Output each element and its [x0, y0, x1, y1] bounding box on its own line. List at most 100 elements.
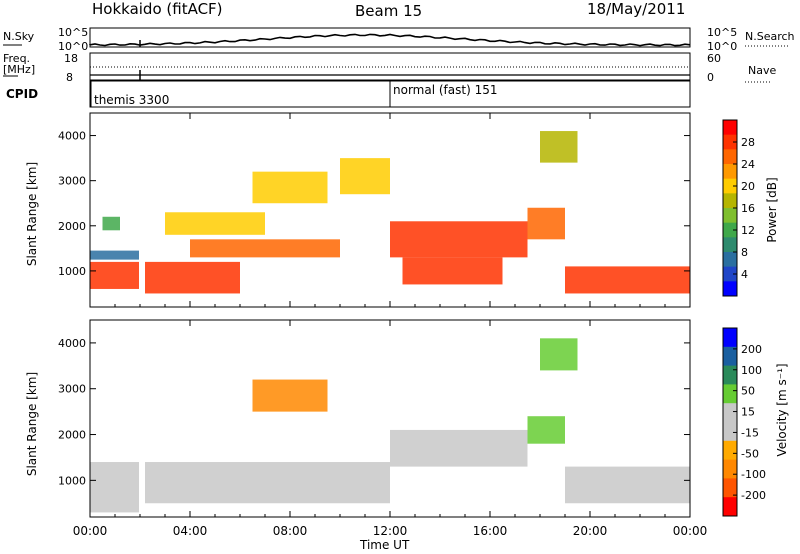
data-band [252, 379, 328, 412]
data-band [540, 338, 578, 371]
colorbar-tick-label: 200 [741, 343, 762, 356]
data-band [565, 266, 690, 294]
colorbar-swatch [723, 422, 737, 442]
x-tick-label: 08:00 [273, 524, 308, 538]
x-tick-label: 12:00 [373, 524, 408, 538]
data-band [565, 466, 690, 504]
cpid-label: CPID [6, 87, 39, 101]
nsky-box [89, 27, 691, 48]
data-band [540, 131, 578, 163]
x-tick-label: 16:00 [473, 524, 508, 538]
data-band [90, 462, 140, 513]
y-tick-label: 4000 [58, 337, 86, 350]
cpid-mode-2: normal (fast) 151 [393, 83, 498, 97]
data-band [102, 216, 120, 231]
colorbar-swatch [723, 478, 737, 498]
power-colorbar-label: Power [dB] [765, 177, 779, 243]
freq-label: Freq. [3, 52, 31, 65]
colorbar-swatch [723, 365, 737, 385]
nsearch-label: N.Search [745, 30, 795, 43]
data-band [252, 171, 328, 204]
colorbar-swatch [723, 252, 737, 268]
y-tick-label: 4000 [58, 130, 86, 143]
data-band [390, 221, 528, 258]
colorbar-tick-label: -15 [741, 426, 759, 439]
y-tick-label: 3000 [58, 175, 86, 188]
nsky-series [89, 33, 691, 47]
beam-title: Beam 15 [355, 2, 423, 20]
nsky-tick-bottom: 10^0 [58, 40, 89, 53]
colorbar-swatch [723, 281, 737, 297]
colorbar-tick-label: 16 [741, 202, 755, 215]
data-band [145, 462, 390, 504]
nave-tick-bottom: 0 [707, 71, 714, 84]
x-tick-label: 00:00 [73, 524, 108, 538]
nsky-tick-top: 10^5 [58, 26, 89, 39]
data-band [145, 261, 240, 294]
x-tick-label: 00:00 [673, 524, 708, 538]
colorbar-tick-label: 28 [741, 136, 755, 149]
nsky-label: N.Sky [3, 30, 35, 43]
nsearch-tick-bottom: 10^0 [707, 40, 738, 53]
data-band [90, 250, 140, 260]
colorbar-swatch [723, 120, 737, 136]
colorbar-swatch [723, 164, 737, 180]
nave-label: Nave [748, 64, 777, 77]
colorbar-tick-label: -100 [741, 468, 766, 481]
colorbar-swatch [723, 178, 737, 194]
y-tick-label: 2000 [58, 220, 86, 233]
colorbar-swatch [723, 222, 737, 238]
colorbar-swatch [723, 266, 737, 282]
x-axis-label: Time UT [360, 538, 410, 552]
data-band [165, 212, 265, 235]
colorbar-frame [722, 327, 738, 517]
colorbar-swatch [723, 328, 737, 348]
data-band [90, 261, 140, 289]
data-gap [139, 320, 143, 517]
colorbar-tick-label: 20 [741, 180, 755, 193]
colorbar-swatch [723, 384, 737, 404]
colorbar-swatch [723, 497, 737, 517]
colorbar-swatch [723, 134, 737, 150]
colorbar-tick-label: 24 [741, 158, 755, 171]
colorbar-swatch [723, 459, 737, 479]
velocity-panel: 1000 2000 3000 4000 00:00 04:00 08:00 12:00 16:0… [58, 319, 708, 538]
data-band [527, 416, 565, 444]
y-tick-label: 3000 [58, 383, 86, 396]
nave-tick-top: 60 [707, 52, 721, 65]
colorbar-swatch [723, 208, 737, 224]
colorbar-tick-label: 8 [741, 246, 748, 259]
power-ylabel: Slant Range [km] [25, 161, 39, 267]
power-colorbar: 28 24 20 16 12 8 4 [722, 119, 755, 297]
date-title: 18/May/2011 [587, 0, 686, 18]
y-tick-label: 1000 [58, 474, 86, 487]
colorbar-tick-label: 50 [741, 385, 755, 398]
velocity-colorbar-label: Velocity [m s⁻¹] [775, 363, 789, 457]
freq-tick-bottom: 8 [66, 71, 73, 84]
colorbar-tick-label: -200 [741, 489, 766, 502]
colorbar-swatch [723, 403, 737, 423]
x-tick-label: 20:00 [573, 524, 608, 538]
freq-unit: [MHz] [3, 63, 36, 76]
colorbar-swatch [723, 149, 737, 165]
y-tick-label: 2000 [58, 429, 86, 442]
x-tick-label: 04:00 [173, 524, 208, 538]
colorbar-swatch [723, 346, 737, 367]
data-band [190, 239, 340, 258]
nsearch-tick-top: 10^5 [707, 26, 738, 39]
colorbar-tick-label: 4 [741, 268, 748, 281]
colorbar-tick-label: -50 [741, 447, 759, 460]
y-tick-label: 1000 [58, 265, 86, 278]
colorbar-tick-label: 15 [741, 406, 755, 419]
data-band [527, 207, 565, 240]
colorbar-tick-label: 100 [741, 364, 762, 377]
freq-tick-top: 18 [64, 52, 78, 65]
power-panel: 1000 2000 3000 4000 [58, 112, 691, 308]
cpid-mode-1: themis 3300 [94, 93, 170, 107]
small-panels [3, 27, 790, 108]
data-band [340, 158, 390, 195]
data-band [402, 257, 503, 285]
colorbar-tick-label: 12 [741, 224, 755, 237]
